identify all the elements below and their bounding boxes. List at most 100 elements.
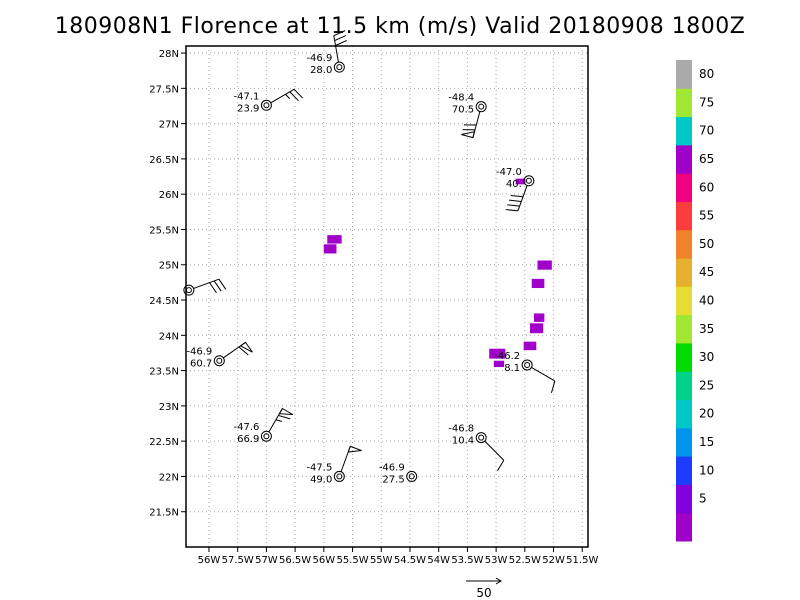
wind-barb-staff: [193, 278, 220, 289]
station-ring-outer: [521, 359, 533, 371]
colorbar-segment: [676, 88, 692, 118]
station-ring-inner: [336, 64, 343, 71]
wind-barb-pennant: [239, 341, 253, 353]
station-speed-label: 40.: [506, 179, 522, 190]
station-speed-label: 60.7: [190, 359, 212, 370]
colorbar-label: 65: [699, 152, 714, 166]
x-tick-label: 53.5W: [451, 555, 483, 566]
station-ring-outer: [475, 101, 487, 113]
colorbar-segment: [676, 314, 692, 344]
colorbar-segment: [676, 60, 692, 89]
y-tick-label: 23.5N: [149, 367, 179, 378]
colorbar-label: 40: [699, 294, 714, 308]
shaded-cell: [523, 341, 537, 351]
station-speed-label: 23.9: [237, 103, 259, 114]
station-ring-outer: [260, 99, 272, 111]
colorbar-label: 25: [699, 378, 714, 392]
colorbar-label: 20: [699, 407, 714, 421]
wind-barb-full: [238, 346, 249, 356]
colorbar-segment: [676, 371, 692, 401]
station-ring-inner: [263, 433, 270, 440]
shaded-cell: [323, 244, 337, 254]
shaded-cell: [529, 323, 544, 334]
x-tick-label: 52.5W: [509, 555, 541, 566]
wind-barb-full: [508, 199, 522, 202]
shaded-cell: [531, 278, 545, 289]
x-tick-label: 55W: [370, 555, 393, 566]
station-temp-label: -47.5: [306, 462, 332, 473]
station-temp-label: -47.0: [496, 167, 522, 178]
shaded-boxes: [323, 178, 552, 368]
station-ring-outer: [333, 470, 345, 482]
colorbar-label: 15: [699, 435, 714, 449]
station-ring-inner: [185, 287, 192, 294]
shaded-cell: [534, 313, 545, 322]
colorbar-segment: [676, 427, 692, 457]
station: -46.28.1: [494, 351, 556, 393]
wind-barb-full: [213, 280, 222, 292]
station: -46.928.0: [306, 30, 348, 76]
x-tick-label: 53W: [485, 555, 508, 566]
station: -46.927.5: [379, 462, 418, 485]
wind-barb-full: [209, 282, 217, 294]
station-plots: -46.928.0-47.123.9-48.470.5-47.040.-46.9…: [183, 30, 556, 485]
x-tick-label: 51.5W: [566, 555, 598, 566]
wind-barb-full: [497, 459, 505, 472]
y-tick-label: 27N: [159, 120, 179, 131]
colorbar-segment: [676, 201, 692, 231]
station-speed-label: 66.9: [237, 434, 259, 445]
grid-lines: [186, 46, 588, 547]
station-ring-inner: [408, 473, 415, 480]
x-tick-label: 56W: [198, 555, 221, 566]
colorbar-segment: [676, 342, 692, 372]
x-axis: 56W 57.5W 57W 56.5W 56W 55.5W 55W 54.5W 54W 53.5W…: [198, 547, 598, 566]
x-tick-label: 54.5W: [394, 555, 426, 566]
y-tick-label: 25.5N: [149, 225, 179, 236]
station-speed-label: 10.4: [452, 436, 474, 447]
wind-barb-full: [510, 194, 524, 198]
station-ring-inner: [336, 473, 343, 480]
colorbar-label: 80: [699, 67, 714, 81]
station-temp-label: -46.2: [494, 351, 520, 362]
colorbar-label: 70: [699, 124, 714, 138]
y-tick-label: 25N: [159, 261, 179, 272]
colorbar-label: 30: [699, 350, 714, 364]
shaded-cell: [489, 348, 506, 359]
x-tick-label: 57W: [255, 555, 278, 566]
colorbar-segment: [676, 229, 692, 259]
shaded-cell: [327, 235, 342, 244]
station-ring-inner: [524, 361, 531, 368]
colorbar-segment: [676, 116, 692, 146]
wind-barb-staff: [531, 367, 556, 382]
station: -48.470.5: [448, 93, 487, 139]
station: -47.040.: [496, 167, 535, 212]
wind-barb-full: [550, 380, 556, 393]
y-tick-label: 21.5N: [149, 508, 179, 519]
station-ring-outer: [333, 61, 345, 73]
station-ring-outer: [213, 355, 225, 367]
y-tick-label: 24N: [159, 331, 179, 342]
wind-barb-pennant: [461, 131, 476, 139]
station: -46.960.7: [186, 341, 253, 370]
reference-label: 50: [476, 586, 491, 600]
wind-barb-full: [293, 88, 304, 99]
station-speed-label: 28.0: [310, 65, 332, 76]
wind-barb-staff: [270, 88, 295, 104]
station: [183, 278, 227, 296]
colorbar-segment: [676, 484, 692, 514]
colorbar-segment: [676, 456, 692, 485]
colorbar-segment: [676, 144, 692, 174]
station-temp-label: -48.4: [448, 93, 474, 104]
station-speed-label: 8.1: [504, 363, 520, 374]
wind-barb-half: [275, 419, 282, 422]
station-ring-outer: [260, 430, 272, 442]
wind-barb-full: [278, 414, 291, 420]
y-tick-label: 28N: [159, 49, 179, 60]
station-speed-label: 49.0: [310, 474, 332, 485]
station-ring-outer: [475, 432, 487, 444]
colorbar-segment: [676, 512, 692, 542]
chart-title: 180908N1 Florence at 11.5 km (m/s) Valid…: [54, 14, 746, 39]
shaded-cell: [493, 360, 505, 368]
station-speed-label: 27.5: [382, 474, 404, 485]
